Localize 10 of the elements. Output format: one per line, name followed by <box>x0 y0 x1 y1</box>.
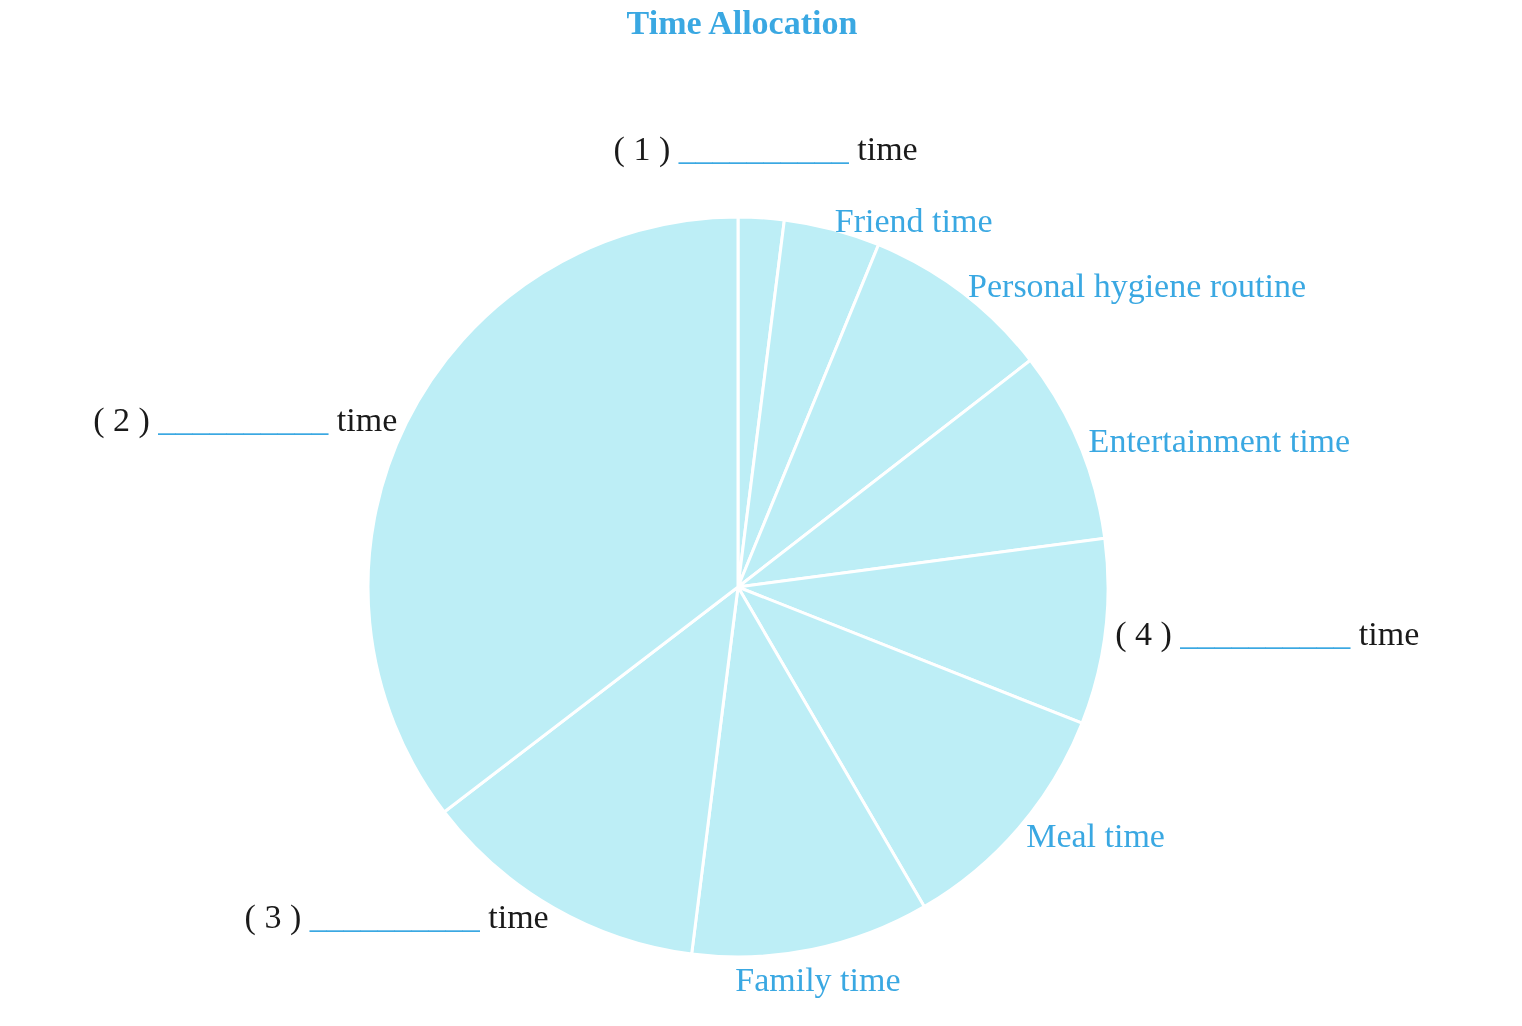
slice-label: Entertainment time <box>1088 421 1351 459</box>
slice-label: Family time <box>735 960 901 998</box>
slice-label: Personal hygiene routine <box>968 266 1307 304</box>
slice-label: Friend time <box>834 201 993 239</box>
chart-title: Time Allocation <box>626 4 858 41</box>
slice-label: ( 4 ) __________ time <box>1115 614 1420 653</box>
slice-label: ( 3 ) __________ time <box>244 897 549 936</box>
slice-label: Meal time <box>1026 816 1165 854</box>
slice-label: ( 1 ) __________ time <box>613 129 918 168</box>
slice-label: ( 2 ) __________ time <box>93 400 398 439</box>
